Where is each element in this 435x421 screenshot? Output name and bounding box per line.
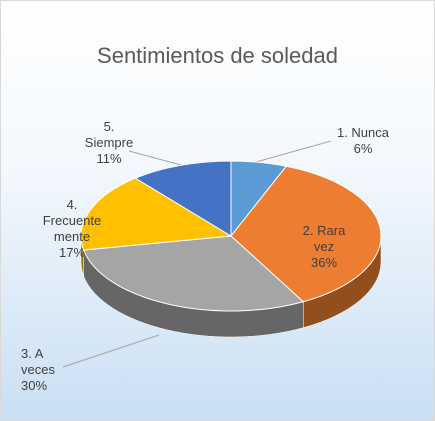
chart-title: Sentimientos de soledad [97,43,338,68]
category-label: 2. Rara vez [302,223,346,254]
data-label: 4. Frecuentemente 17% [41,197,103,261]
leader-line [128,150,182,166]
category-label: 1. Nunca [336,125,390,140]
pie-slice [230,165,382,303]
pie-slice [80,177,233,251]
value-label: 36% [310,255,338,270]
category-label: 4. Frecuentemente [42,197,102,244]
data-label: 3. A veces 30% [21,346,69,394]
value-label: 30% [21,378,48,393]
value-label: 6% [353,141,373,156]
pie-slice [82,235,305,312]
pie-slice [134,160,232,237]
data-label: 1. Nunca 6% [323,125,403,157]
value-label: 11% [96,151,122,166]
data-label: 2. Rara vez 36% [299,223,349,271]
category-label: 3. A veces [21,346,55,377]
data-label: 5. Siempre 11% [79,119,139,167]
leader-line [255,140,332,163]
pie-tops [80,160,382,312]
leader-line [62,334,160,368]
category-label: 5. Siempre [84,119,134,150]
value-label: 17% [58,245,86,260]
